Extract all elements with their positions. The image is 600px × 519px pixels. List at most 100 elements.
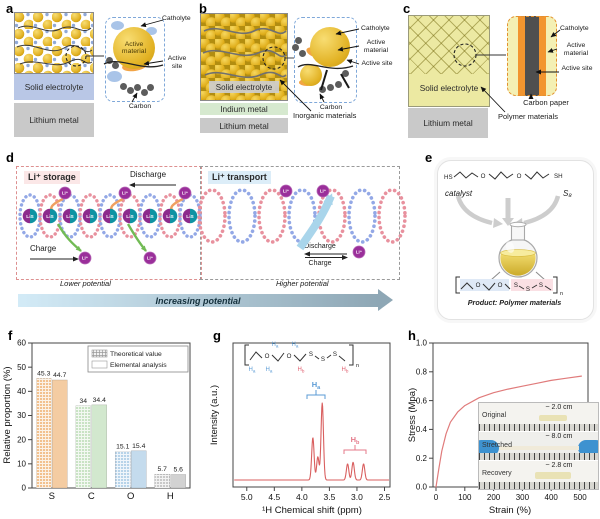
helix-ring [227, 188, 257, 244]
bar-hatch [75, 405, 91, 488]
polymer-helix-art: LiS LiS LiS LiS LiS LiS LiS LiS LiS Li⁺ Li⁺ Li⁺ Li⁺ L… [18, 182, 407, 265]
h-x-axis-title: Strain (%) [489, 505, 531, 516]
carbon-particle [292, 44, 299, 51]
ruler [479, 424, 598, 431]
stretched-label: Stretched [482, 442, 512, 449]
polymer-materials-label: Polymer materials [498, 112, 559, 121]
bond [504, 283, 511, 290]
li-transport-arrow [296, 193, 335, 251]
panel-a-leaders [86, 19, 164, 103]
bar-chart: 0 10 20 30 40 50 60 S 45.3 44.7 C 34 34.4 O 15.1 15.4 H 5… [2, 339, 191, 502]
right-bracket [349, 344, 354, 366]
recovery-label: Recovery [482, 470, 512, 477]
lithium-metal-layer: Lithium metal [14, 103, 94, 137]
recovery-length: ~ 2.8 cm [545, 462, 573, 469]
stretch-photo-inset: Original ~ 2.0 cm Stretched ~ 8.0 cm Rec… [478, 402, 599, 490]
bar-value-label: 45.3 [37, 371, 50, 378]
catholyte-blob [146, 27, 157, 35]
inorganic-materials-label: Inorganic materials [293, 111, 357, 120]
leader-line [547, 48, 558, 53]
lis-particle: LiS [122, 208, 138, 224]
ha-label: Ha [272, 342, 279, 349]
ruler [479, 453, 598, 460]
leader-line [335, 28, 360, 36]
x-category-label: H [167, 491, 174, 502]
stretched-length: ~ 8.0 cm [545, 433, 573, 440]
composite-cathode-a [14, 12, 94, 74]
carbon-label: Carbon [319, 104, 343, 111]
carbon-particle [112, 62, 119, 69]
bar-elemental [52, 379, 68, 489]
g-y-axis-title: Intensity (a.u.) [209, 385, 220, 445]
lis-particle: LiS [142, 208, 158, 224]
bar-tint [131, 450, 147, 488]
carbon-wire [19, 58, 93, 66]
svg-text:LiS: LiS [106, 214, 114, 220]
solid-electrolyte-label: Solid electrolyte [419, 83, 479, 93]
svg-text:Li⁺: Li⁺ [182, 191, 188, 196]
y-tick-label: 40 [17, 387, 26, 396]
lis-particle: LiS [62, 208, 78, 224]
carbon-wire [103, 61, 164, 68]
leader-line [535, 271, 546, 281]
bar-elemental [170, 474, 186, 489]
bar-value-label: 34.4 [93, 397, 106, 404]
y-tick-label: 50 [17, 363, 26, 372]
helix-ring [377, 188, 407, 244]
panel-f: f 0 10 20 30 40 50 60 S 45.3 44.7 C 34 34.4 O 15.1 15.4… [0, 325, 195, 519]
carbon-particle [134, 84, 141, 91]
carbon-rod [340, 73, 350, 89]
left-curved-arrow [455, 195, 493, 226]
svg-text:LiS: LiS [126, 214, 134, 220]
svg-text:Li⁺: Li⁺ [62, 191, 68, 196]
sample-original [539, 415, 567, 421]
increasing-potential-bar: Increasing potential [18, 294, 378, 307]
sulfur-atom: S [514, 282, 518, 289]
leader-line [143, 60, 164, 66]
bar-value-label: 5.7 [158, 466, 168, 473]
catholyte-label: Catholyte [560, 25, 589, 32]
left-bracket [244, 344, 249, 366]
glove-right [578, 440, 598, 456]
x-category-label: S [49, 491, 55, 502]
ha-label: Ha [266, 367, 273, 374]
carbon-particle [106, 57, 113, 64]
bar-value-label: 44.7 [53, 372, 66, 379]
svg-text:LiS: LiS [86, 214, 94, 220]
panel-b-letter: b [199, 1, 207, 16]
carbon-particle [342, 70, 349, 77]
panel-h: h 0 100 200 300 400 500 0.0 0.2 0.4 0.6 0.8 1.0 Str… [395, 325, 600, 519]
svg-text:LiS: LiS [66, 214, 74, 220]
leader-line [550, 29, 561, 38]
x-tick-label: 400 [545, 493, 559, 502]
lis-particle: LiS [102, 208, 118, 224]
bar-hatch [154, 474, 170, 488]
glove-left [479, 440, 499, 456]
panel-b: b Solid electrolyte Indium metal Lithium… [193, 0, 400, 148]
y-tick-label: 20 [17, 435, 26, 444]
yellow-liquid [500, 253, 536, 276]
left-bracket [455, 276, 460, 294]
leader-line [490, 271, 501, 281]
higher-potential-label: Higher potential [276, 279, 329, 288]
y-tick-label: 0.2 [416, 454, 428, 463]
active-material-label: Active material [563, 42, 589, 57]
oxygen-atom: O [476, 282, 481, 289]
carbon-particle [295, 37, 302, 44]
inorganic-wire [204, 71, 287, 79]
bar-value-label: 15.1 [116, 444, 129, 451]
repeat-subscript: n [356, 363, 359, 369]
bar-value-label: 34 [79, 398, 87, 405]
bond [293, 353, 307, 362]
flask-rim [509, 221, 527, 228]
li-ion: Li⁺ [58, 186, 72, 200]
carbon-particle [299, 50, 306, 57]
oxygen-atom: O [265, 353, 270, 360]
helix-ring [158, 193, 182, 239]
leader-line [319, 93, 325, 103]
carbon-wire [297, 63, 354, 70]
li-ion: Li⁺ [118, 186, 132, 200]
li-ion: Li⁺ [316, 184, 330, 198]
li-extraction-arrow [56, 223, 82, 252]
nmr-plot: 5.0 4.5 4.0 3.5 3.0 2.5 [232, 342, 391, 502]
